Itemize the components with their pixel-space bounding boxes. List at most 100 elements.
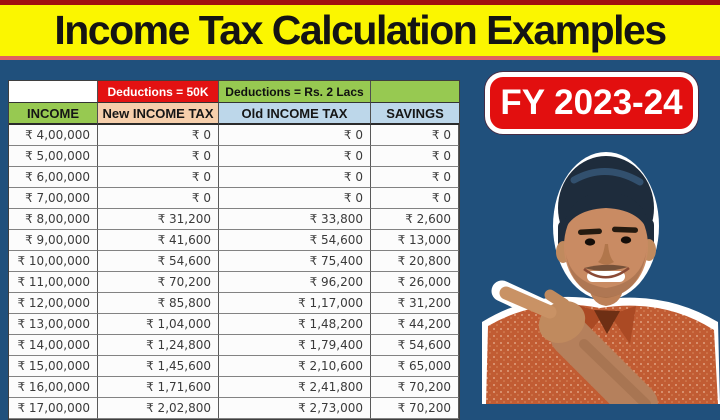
- pointing-hand: [499, 286, 658, 404]
- table-cell: ₹ 26,000: [371, 272, 459, 293]
- table-cell: ₹ 0: [371, 125, 459, 146]
- table-cell: ₹ 6,00,000: [9, 167, 98, 188]
- table-cell: ₹ 8,00,000: [9, 209, 98, 230]
- table-cell: ₹ 41,600: [98, 230, 219, 251]
- table-cell: ₹ 16,00,000: [9, 377, 98, 398]
- group-header-new-tax-deductions: Deductions = 50K: [98, 81, 219, 103]
- table-cell: ₹ 0: [219, 167, 371, 188]
- presenter-photo: [482, 152, 720, 404]
- table-row: ₹ 16,00,000 ₹ 1,71,600 ₹ 2,41,800 ₹ 70,200: [9, 377, 459, 398]
- table-cell: ₹ 54,600: [371, 335, 459, 356]
- table-cell: ₹ 20,800: [371, 251, 459, 272]
- group-header-old-tax-deductions: Deductions = Rs. 2 Lacs: [219, 81, 371, 103]
- table-cell: ₹ 7,00,000: [9, 188, 98, 209]
- table-row: ₹ 11,00,000 ₹ 70,200 ₹ 96,200 ₹ 26,000: [9, 272, 459, 293]
- banner-top-strip: [0, 0, 720, 5]
- smile-outline: [583, 267, 630, 279]
- table-cell: ₹ 44,200: [371, 314, 459, 335]
- table-cell: ₹ 0: [371, 188, 459, 209]
- eyebrow-left: [577, 228, 602, 235]
- table-cell: ₹ 31,200: [371, 293, 459, 314]
- table-row: ₹ 4,00,000 ₹ 0 ₹ 0 ₹ 0: [9, 125, 459, 146]
- nose: [598, 244, 614, 265]
- table-cell: ₹ 70,200: [371, 377, 459, 398]
- column-header-old-income-tax: Old INCOME TAX: [219, 103, 371, 125]
- fiscal-year-badge: FY 2023-24: [485, 72, 698, 134]
- table-cell: ₹ 0: [219, 125, 371, 146]
- eye-left: [584, 238, 596, 246]
- table-cell: ₹ 10,00,000: [9, 251, 98, 272]
- table-cell: ₹ 14,00,000: [9, 335, 98, 356]
- table-cell: ₹ 1,45,600: [98, 356, 219, 377]
- index-finger: [499, 286, 557, 319]
- table-cell: ₹ 2,600: [371, 209, 459, 230]
- table-row: ₹ 15,00,000 ₹ 1,45,600 ₹ 2,10,600 ₹ 65,000: [9, 356, 459, 377]
- table-cell: ₹ 0: [219, 188, 371, 209]
- table-cell: ₹ 70,200: [371, 398, 459, 419]
- hair-highlight: [570, 168, 644, 186]
- table-cell: ₹ 96,200: [219, 272, 371, 293]
- eye-right: [620, 236, 632, 244]
- table-row: ₹ 6,00,000 ₹ 0 ₹ 0 ₹ 0: [9, 167, 459, 188]
- column-header-savings: SAVINGS: [371, 103, 459, 125]
- table-cell: ₹ 0: [219, 146, 371, 167]
- table-row: ₹ 17,00,000 ₹ 2,02,800 ₹ 2,73,000 ₹ 70,200: [9, 398, 459, 419]
- hair-front: [562, 192, 650, 238]
- table-cell: ₹ 1,71,600: [98, 377, 219, 398]
- table-cell: ₹ 2,41,800: [219, 377, 371, 398]
- table-cell: ₹ 75,400: [219, 251, 371, 272]
- banner-background: Income Tax Calculation Examples: [0, 5, 720, 56]
- table-row: ₹ 9,00,000 ₹ 41,600 ₹ 54,600 ₹ 13,000: [9, 230, 459, 251]
- presenter-head: [556, 156, 656, 298]
- column-header-new-income-tax: New INCOME TAX: [98, 103, 219, 125]
- tax-table: Deductions = 50K Deductions = Rs. 2 Lacs…: [8, 80, 460, 420]
- page-title: Income Tax Calculation Examples: [54, 7, 667, 53]
- table-row: ₹ 8,00,000 ₹ 31,200 ₹ 33,800 ₹ 2,600: [9, 209, 459, 230]
- table-body: ₹ 4,00,000 ₹ 0 ₹ 0 ₹ 0 ₹ 5,00,000 ₹ 0 ₹ 0 ₹ 0 ₹ …: [9, 125, 459, 419]
- table-cell: ₹ 1,04,000: [98, 314, 219, 335]
- table-row: ₹ 10,00,000 ₹ 54,600 ₹ 75,400 ₹ 20,800: [9, 251, 459, 272]
- table-cell: ₹ 0: [371, 167, 459, 188]
- table-cell: ₹ 70,200: [98, 272, 219, 293]
- table-cell: ₹ 33,800: [219, 209, 371, 230]
- table-row: ₹ 14,00,000 ₹ 1,24,800 ₹ 1,79,400 ₹ 54,600: [9, 335, 459, 356]
- fiscal-year-label: FY 2023-24: [500, 83, 683, 122]
- table-cell: ₹ 0: [98, 188, 219, 209]
- table-cell: ₹ 15,00,000: [9, 356, 98, 377]
- table-cell: ₹ 5,00,000: [9, 146, 98, 167]
- table-cell: ₹ 0: [98, 146, 219, 167]
- table-cell: ₹ 13,000: [371, 230, 459, 251]
- table-cell: ₹ 1,79,400: [219, 335, 371, 356]
- table-group-header-row: Deductions = 50K Deductions = Rs. 2 Lacs: [9, 81, 459, 103]
- table-cell: ₹ 0: [98, 125, 219, 146]
- group-header-savings-spacer: [371, 81, 459, 103]
- table-column-header-row: INCOME New INCOME TAX Old INCOME TAX SAV…: [9, 103, 459, 125]
- column-header-income: INCOME: [9, 103, 98, 125]
- beard-shadow: [565, 246, 647, 298]
- table-row: ₹ 13,00,000 ₹ 1,04,000 ₹ 1,48,200 ₹ 44,200: [9, 314, 459, 335]
- mustache: [584, 264, 628, 271]
- eyebrow-right: [612, 226, 639, 233]
- table-cell: ₹ 11,00,000: [9, 272, 98, 293]
- table-cell: ₹ 2,02,800: [98, 398, 219, 419]
- table-cell: ₹ 4,00,000: [9, 125, 98, 146]
- banner-bottom-strip: [0, 56, 720, 60]
- table-cell: ₹ 1,24,800: [98, 335, 219, 356]
- table-cell: ₹ 13,00,000: [9, 314, 98, 335]
- table-cell: ₹ 12,00,000: [9, 293, 98, 314]
- table-cell: ₹ 54,600: [219, 230, 371, 251]
- table-row: ₹ 5,00,000 ₹ 0 ₹ 0 ₹ 0: [9, 146, 459, 167]
- table-cell: ₹ 1,48,200: [219, 314, 371, 335]
- table-cell: ₹ 65,000: [371, 356, 459, 377]
- table-cell: ₹ 54,600: [98, 251, 219, 272]
- table-cell: ₹ 1,17,000: [219, 293, 371, 314]
- table-cell: ₹ 9,00,000: [9, 230, 98, 251]
- table-cell: ₹ 2,10,600: [219, 356, 371, 377]
- table-cell: ₹ 0: [98, 167, 219, 188]
- table-cell: ₹ 2,73,000: [219, 398, 371, 419]
- table-cell: ₹ 31,200: [98, 209, 219, 230]
- table-cell: ₹ 0: [371, 146, 459, 167]
- group-header-income-spacer: [9, 81, 98, 103]
- table-row: ₹ 12,00,000 ₹ 85,800 ₹ 1,17,000 ₹ 31,200: [9, 293, 459, 314]
- title-banner: Income Tax Calculation Examples: [0, 0, 720, 60]
